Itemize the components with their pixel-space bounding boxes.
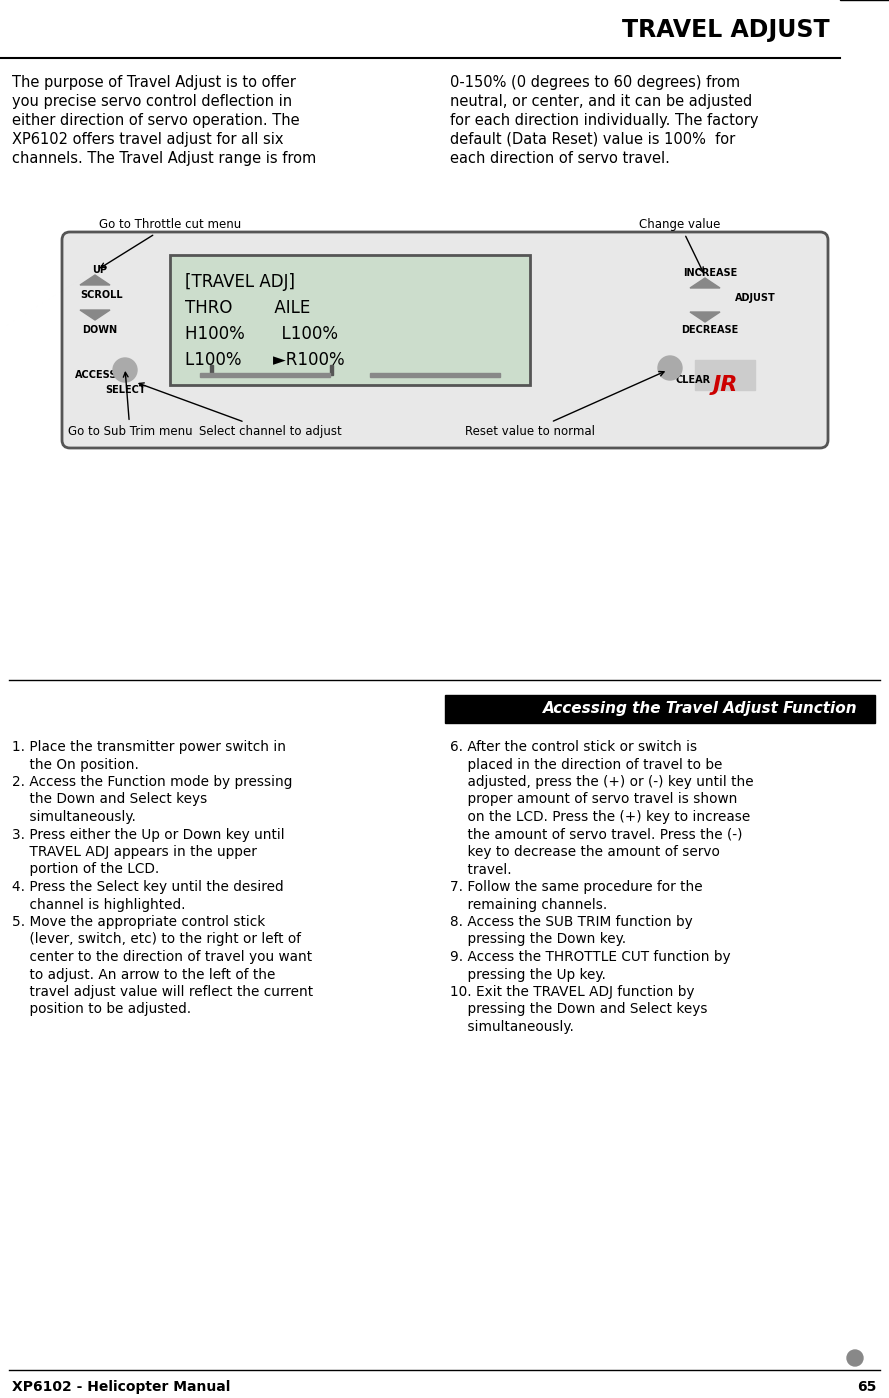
Text: to adjust. An arrow to the left of the: to adjust. An arrow to the left of the bbox=[12, 967, 276, 981]
FancyBboxPatch shape bbox=[62, 232, 828, 447]
Polygon shape bbox=[80, 310, 110, 320]
Text: JR: JR bbox=[712, 375, 738, 396]
Text: each direction of servo travel.: each direction of servo travel. bbox=[450, 151, 670, 166]
Text: 6.5: 6.5 bbox=[843, 18, 885, 42]
Text: simultaneously.: simultaneously. bbox=[450, 1021, 574, 1035]
Text: pressing the Down key.: pressing the Down key. bbox=[450, 932, 626, 946]
Text: for each direction individually. The factory: for each direction individually. The fac… bbox=[450, 113, 758, 129]
Text: on the LCD. Press the (+) key to increase: on the LCD. Press the (+) key to increas… bbox=[450, 809, 750, 823]
Text: 5. Move the appropriate control stick: 5. Move the appropriate control stick bbox=[12, 916, 265, 930]
Bar bbox=[200, 373, 330, 377]
Text: XP6102 offers travel adjust for all six: XP6102 offers travel adjust for all six bbox=[12, 131, 284, 147]
Circle shape bbox=[658, 356, 682, 380]
Text: remaining channels.: remaining channels. bbox=[450, 898, 607, 911]
Text: Go to Throttle cut menu: Go to Throttle cut menu bbox=[99, 218, 241, 267]
Bar bbox=[695, 361, 755, 390]
Text: position to be adjusted.: position to be adjusted. bbox=[12, 1002, 191, 1016]
Text: travel adjust value will reflect the current: travel adjust value will reflect the cur… bbox=[12, 986, 313, 1000]
Polygon shape bbox=[690, 312, 720, 322]
Text: simultaneously.: simultaneously. bbox=[12, 809, 136, 823]
Text: default (Data Reset) value is 100%  for: default (Data Reset) value is 100% for bbox=[450, 131, 735, 147]
Text: [TRAVEL ADJ]: [TRAVEL ADJ] bbox=[185, 273, 295, 291]
Text: you precise servo control deflection in: you precise servo control deflection in bbox=[12, 94, 292, 109]
Text: Select channel to adjust: Select channel to adjust bbox=[139, 383, 341, 438]
Text: THRO        AILE: THRO AILE bbox=[185, 299, 310, 317]
Text: travel.: travel. bbox=[450, 863, 512, 877]
Text: Go to Sub Trim menu: Go to Sub Trim menu bbox=[68, 372, 192, 438]
Text: pressing the Up key.: pressing the Up key. bbox=[450, 967, 606, 981]
Circle shape bbox=[847, 1350, 863, 1366]
Text: 65: 65 bbox=[858, 1380, 877, 1394]
Text: DOWN: DOWN bbox=[83, 324, 117, 336]
Polygon shape bbox=[690, 278, 720, 288]
Text: 3. Press either the Up or Down key until: 3. Press either the Up or Down key until bbox=[12, 828, 284, 842]
Text: INCREASE: INCREASE bbox=[683, 268, 737, 278]
Text: The purpose of Travel Adjust is to offer: The purpose of Travel Adjust is to offer bbox=[12, 75, 296, 89]
Text: channels. The Travel Adjust range is from: channels. The Travel Adjust range is fro… bbox=[12, 151, 316, 166]
Text: the amount of servo travel. Press the (-): the amount of servo travel. Press the (-… bbox=[450, 828, 742, 842]
Circle shape bbox=[113, 358, 137, 382]
Bar bbox=[210, 365, 213, 375]
Bar bbox=[445, 695, 875, 723]
Text: pressing the Down and Select keys: pressing the Down and Select keys bbox=[450, 1002, 708, 1016]
Text: 4. Press the Select key until the desired: 4. Press the Select key until the desire… bbox=[12, 879, 284, 893]
Text: 7. Follow the same procedure for the: 7. Follow the same procedure for the bbox=[450, 879, 702, 893]
Text: 0-150% (0 degrees to 60 degrees) from: 0-150% (0 degrees to 60 degrees) from bbox=[450, 75, 741, 89]
Text: DECREASE: DECREASE bbox=[681, 324, 739, 336]
Text: portion of the LCD.: portion of the LCD. bbox=[12, 863, 159, 877]
Text: 9. Access the THROTTLE CUT function by: 9. Access the THROTTLE CUT function by bbox=[450, 951, 731, 965]
Text: L100%      ►R100%: L100% ►R100% bbox=[185, 351, 345, 369]
Text: Accessing the Travel Adjust Function: Accessing the Travel Adjust Function bbox=[543, 702, 858, 717]
Text: 6. After the control stick or switch is: 6. After the control stick or switch is bbox=[450, 740, 697, 754]
Text: neutral, or center, and it can be adjusted: neutral, or center, and it can be adjust… bbox=[450, 94, 752, 109]
Bar bbox=[370, 373, 500, 377]
Text: H100%       L100%: H100% L100% bbox=[185, 324, 338, 343]
Text: 8. Access the SUB TRIM function by: 8. Access the SUB TRIM function by bbox=[450, 916, 693, 930]
Text: TRAVEL ADJ appears in the upper: TRAVEL ADJ appears in the upper bbox=[12, 844, 257, 858]
Text: adjusted, press the (+) or (-) key until the: adjusted, press the (+) or (-) key until… bbox=[450, 774, 754, 788]
Text: ADJUST: ADJUST bbox=[735, 294, 776, 303]
Text: 10. Exit the TRAVEL ADJ function by: 10. Exit the TRAVEL ADJ function by bbox=[450, 986, 694, 1000]
Text: UP: UP bbox=[92, 266, 108, 275]
Bar bbox=[170, 254, 530, 384]
Text: 2. Access the Function mode by pressing: 2. Access the Function mode by pressing bbox=[12, 774, 292, 788]
Bar bbox=[170, 254, 530, 384]
Text: key to decrease the amount of servo: key to decrease the amount of servo bbox=[450, 844, 720, 858]
Text: the On position.: the On position. bbox=[12, 758, 139, 772]
Text: placed in the direction of travel to be: placed in the direction of travel to be bbox=[450, 758, 723, 772]
Text: proper amount of servo travel is shown: proper amount of servo travel is shown bbox=[450, 793, 737, 807]
Text: center to the direction of travel you want: center to the direction of travel you wa… bbox=[12, 951, 312, 965]
Text: XP6102 - Helicopter Manual: XP6102 - Helicopter Manual bbox=[12, 1380, 230, 1394]
Text: TRAVEL ADJUST: TRAVEL ADJUST bbox=[622, 18, 830, 42]
Text: 1. Place the transmitter power switch in: 1. Place the transmitter power switch in bbox=[12, 740, 286, 754]
Text: channel is highlighted.: channel is highlighted. bbox=[12, 898, 186, 911]
Text: (lever, switch, etc) to the right or left of: (lever, switch, etc) to the right or lef… bbox=[12, 932, 301, 946]
Text: SELECT: SELECT bbox=[105, 384, 146, 396]
Text: the Down and Select keys: the Down and Select keys bbox=[12, 793, 207, 807]
Text: either direction of servo operation. The: either direction of servo operation. The bbox=[12, 113, 300, 129]
Bar bbox=[330, 365, 333, 375]
Text: Change value: Change value bbox=[639, 218, 721, 273]
Text: SCROLL: SCROLL bbox=[80, 289, 123, 301]
Polygon shape bbox=[80, 275, 110, 285]
Text: ACCESS: ACCESS bbox=[75, 370, 117, 380]
Text: CLEAR: CLEAR bbox=[675, 375, 710, 384]
Text: Reset value to normal: Reset value to normal bbox=[465, 372, 664, 438]
